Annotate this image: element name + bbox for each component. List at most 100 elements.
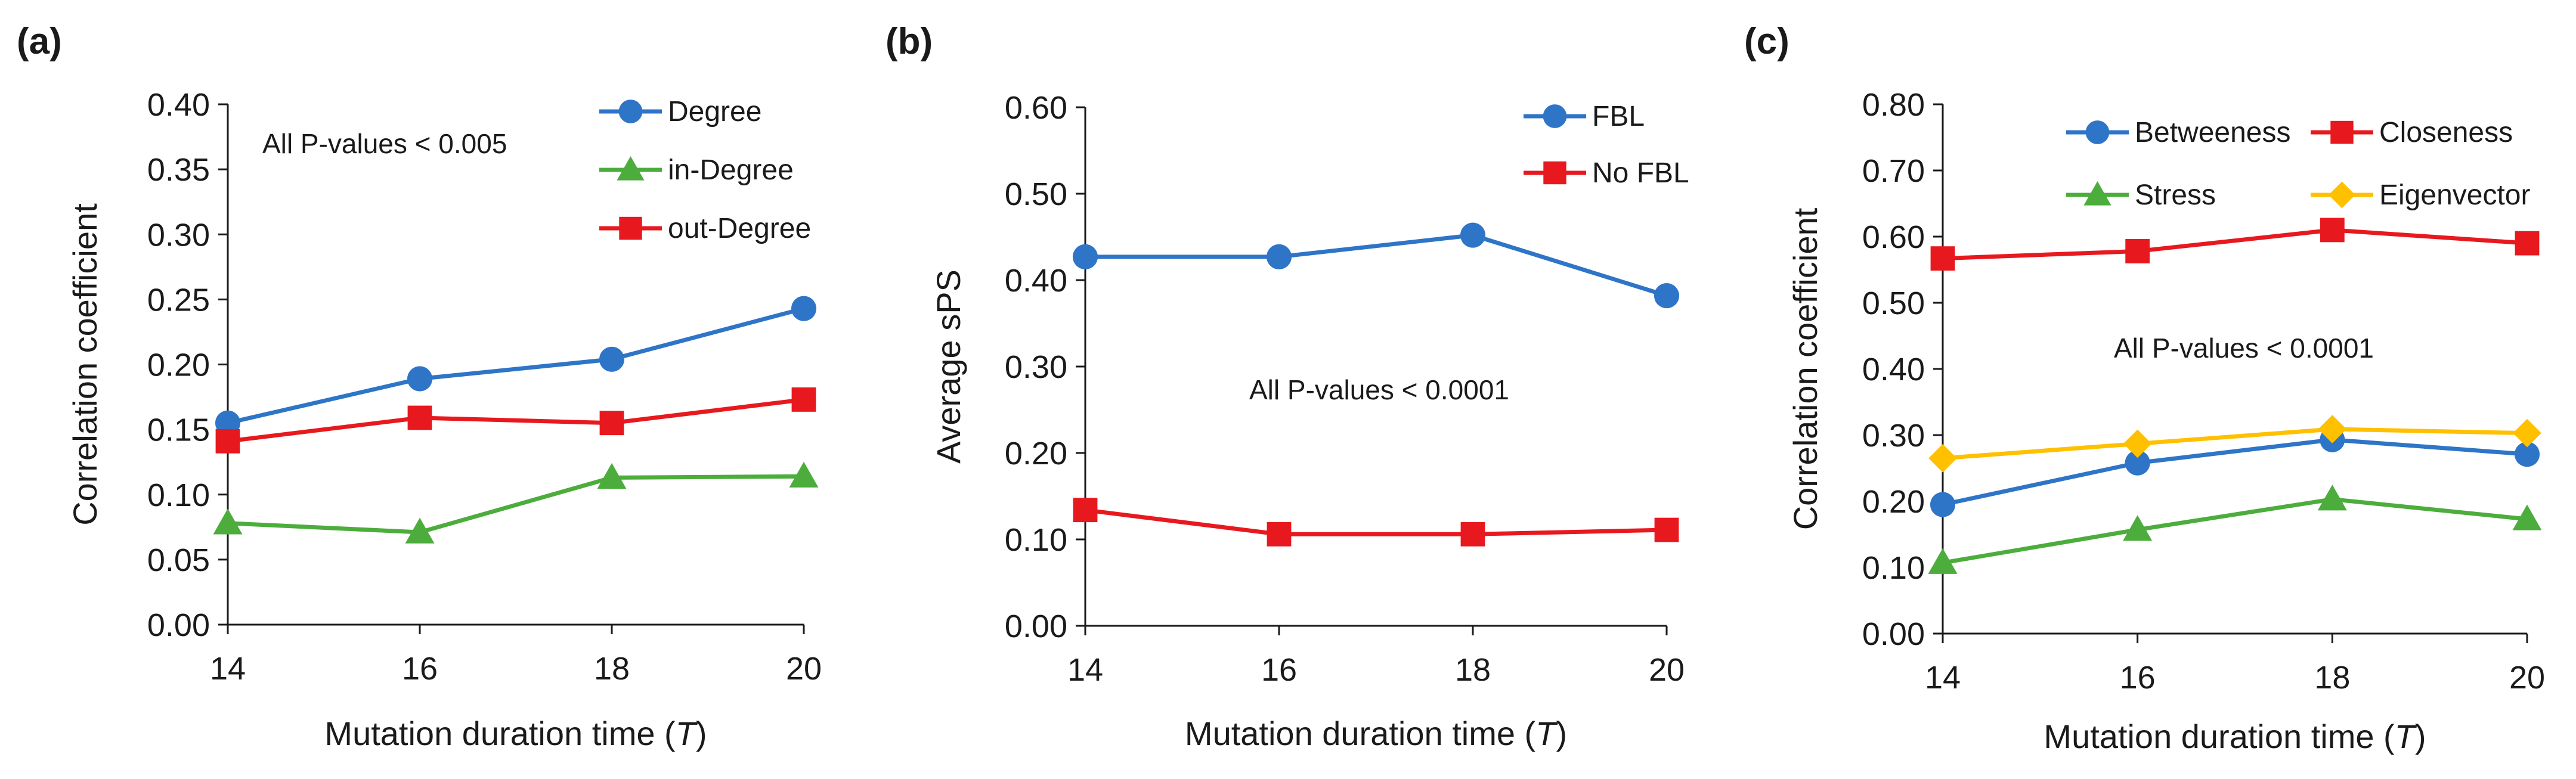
- p-value-annotation: All P-values < 0.0001: [2114, 333, 2374, 364]
- x-axis-title-close: ): [2415, 718, 2426, 755]
- y-tick-label: 0.40: [1862, 352, 1925, 387]
- legend-entry: FBL: [1524, 101, 1645, 132]
- y-tick-label: 0.70: [1862, 153, 1925, 189]
- y-tick-label: 0.50: [1005, 176, 1067, 212]
- data-point: [2320, 218, 2345, 243]
- chart-panel-2: (b) 0.00 0.10 0.20 0.30 0.40 0.50 0.60 14 16 18 20 M…: [886, 21, 1689, 752]
- p-value-annotation: All P-values < 0.005: [262, 128, 507, 159]
- data-point: [2514, 442, 2540, 467]
- y-tick-label: 0.30: [1862, 418, 1925, 454]
- x-tick-label: 16: [1261, 652, 1297, 688]
- legend-marker: [1543, 104, 1567, 128]
- panel-label: (c): [1744, 21, 1789, 62]
- legend-marker: [619, 216, 642, 240]
- chart-panel-3: (c) 0.00 0.10 0.20 0.30 0.40 0.50 0.60 0.70 0.80 1…: [1744, 21, 2545, 755]
- y-tick-label: 0.25: [147, 282, 210, 318]
- series-betweeness: [1930, 427, 2540, 517]
- x-axis-title-var: T: [2395, 718, 2417, 755]
- legend-label: FBL: [1592, 101, 1645, 132]
- data-point: [407, 405, 432, 430]
- data-point: [2317, 485, 2347, 511]
- legend-marker: [617, 156, 645, 181]
- legend-label: Eigenvector: [2379, 179, 2530, 211]
- x-tick-label: 14: [1067, 652, 1103, 688]
- legend-entry: Stress: [2066, 179, 2216, 211]
- legend-entry: Closeness: [2311, 117, 2513, 148]
- legend-label: No FBL: [1592, 157, 1689, 189]
- data-point: [1930, 492, 1956, 517]
- data-point: [791, 387, 816, 412]
- legend-entry: out-Degree: [599, 213, 811, 244]
- data-point: [1930, 246, 1955, 271]
- series-line: [227, 397, 804, 443]
- data-point: [215, 429, 240, 454]
- chart-panel-1: (a) 0.00 0.05 0.10 0.15 0.20 0.25 0.30 0.35 0.40 1…: [17, 21, 822, 752]
- x-tick-label: 18: [2314, 660, 2350, 696]
- series-stress: [1928, 485, 2542, 574]
- legend-entry: No FBL: [1524, 157, 1689, 189]
- x-tick-label: 16: [402, 651, 438, 687]
- x-tick-label: 18: [1455, 652, 1491, 688]
- series-eigenvector: [1928, 415, 2541, 473]
- x-axis-title-var: T: [1535, 715, 1558, 752]
- series-line: [1942, 427, 2528, 461]
- series-line: [227, 474, 804, 535]
- y-tick-label: 0.15: [147, 412, 210, 448]
- data-point: [2515, 231, 2540, 256]
- y-tick-label: 0.20: [1005, 436, 1067, 471]
- y-tick-label: 0.10: [147, 477, 210, 513]
- y-tick-label: 0.20: [1862, 484, 1925, 520]
- x-axis-title: Mutation duration time (T): [2044, 718, 2426, 755]
- x-axis-title: Mutation duration time (T): [324, 715, 707, 752]
- data-point: [2123, 429, 2152, 458]
- y-tick-label: 0.60: [1862, 219, 1925, 255]
- series-no-fbl: [1073, 498, 1679, 547]
- series-line: [1942, 437, 2528, 507]
- data-point: [599, 411, 624, 436]
- x-tick-label: 20: [786, 651, 822, 687]
- y-tick-label: 0.30: [147, 217, 210, 253]
- y-axis-title: Average sPS: [930, 269, 967, 464]
- y-tick-label: 0.40: [1005, 263, 1067, 299]
- y-tick-label: 0.35: [147, 152, 210, 188]
- series-out-degree: [215, 387, 816, 454]
- data-point: [597, 463, 627, 489]
- legend-label: out-Degree: [668, 213, 811, 244]
- legend-entry: in-Degree: [599, 154, 794, 186]
- series-degree: [215, 296, 817, 436]
- data-point: [2513, 418, 2541, 448]
- legend-label: in-Degree: [668, 154, 794, 186]
- y-tick-label: 0.60: [1005, 90, 1067, 126]
- data-point: [1267, 522, 1292, 547]
- legend-entry: Degree: [599, 96, 761, 128]
- legend-marker: [1543, 161, 1566, 185]
- data-point: [789, 461, 819, 488]
- data-point: [2318, 415, 2347, 443]
- y-tick-label: 0.10: [1862, 550, 1925, 586]
- data-point: [1073, 498, 1098, 523]
- x-axis-title-text: Mutation duration time (: [324, 715, 676, 752]
- x-tick-label: 20: [1649, 652, 1685, 688]
- legend-entry: Betweeness: [2066, 117, 2291, 148]
- data-point: [1654, 283, 1680, 309]
- y-tick-label: 0.00: [1862, 616, 1925, 652]
- panel-label: (a): [17, 21, 62, 62]
- legend-entry: Eigenvector: [2311, 179, 2530, 211]
- data-point: [2123, 515, 2153, 541]
- x-axis-title-text: Mutation duration time (: [2044, 718, 2395, 755]
- data-point: [1928, 444, 1957, 473]
- x-axis-title-text: Mutation duration time (: [1185, 715, 1536, 752]
- legend-label: Degree: [668, 96, 761, 128]
- y-tick-label: 0.50: [1862, 285, 1925, 321]
- data-point: [1460, 522, 1485, 547]
- x-axis-title-close: ): [696, 715, 707, 752]
- series-line: [1942, 228, 2528, 261]
- x-tick-label: 14: [1925, 660, 1961, 696]
- x-axis-title-var: T: [676, 715, 698, 752]
- legend-marker: [618, 100, 643, 123]
- data-point: [2125, 239, 2150, 263]
- series-fbl: [1072, 222, 1680, 309]
- legend-label: Betweeness: [2135, 117, 2291, 148]
- data-point: [1072, 244, 1098, 269]
- y-tick-label: 0.00: [1005, 609, 1067, 644]
